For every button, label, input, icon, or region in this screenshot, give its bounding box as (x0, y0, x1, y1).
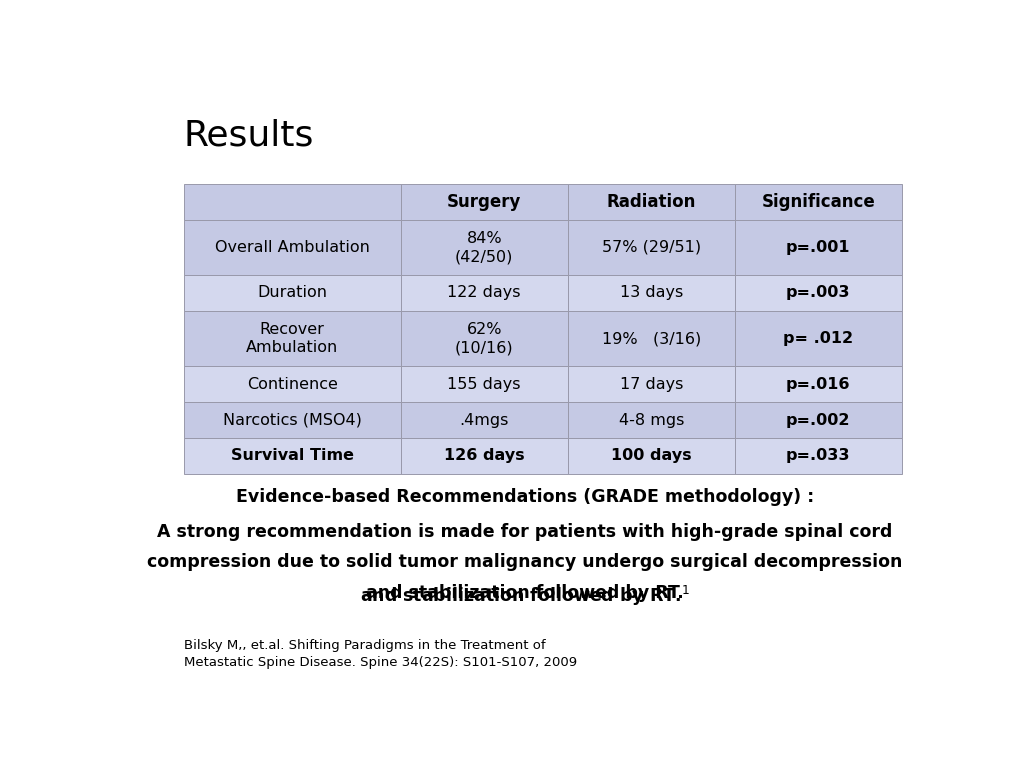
Bar (183, 220, 400, 275)
Bar (567, 438, 735, 474)
Text: 100 days: 100 days (611, 449, 691, 463)
Bar (735, 438, 902, 474)
Text: 122 days: 122 days (447, 286, 521, 300)
Text: Duration: Duration (257, 286, 327, 300)
Bar (400, 402, 567, 438)
Text: 155 days: 155 days (447, 377, 521, 392)
Text: 13 days: 13 days (620, 286, 683, 300)
Text: compression due to solid tumor malignancy undergo surgical decompression: compression due to solid tumor malignanc… (147, 554, 902, 571)
Bar (183, 275, 400, 311)
Bar (400, 275, 567, 311)
Text: p=.001: p=.001 (786, 240, 851, 255)
Text: Continence: Continence (247, 377, 338, 392)
Bar (567, 366, 735, 402)
Text: Surgery: Surgery (447, 193, 521, 210)
Bar (400, 366, 567, 402)
Bar (735, 275, 902, 311)
Text: Results: Results (183, 119, 314, 153)
Text: 62%
(10/16): 62% (10/16) (455, 322, 513, 356)
Text: 4-8 mgs: 4-8 mgs (618, 412, 684, 428)
Text: 19%   (3/16): 19% (3/16) (601, 331, 700, 346)
Text: p=.002: p=.002 (786, 412, 851, 428)
Text: Bilsky M,, et.al. Shifting Paradigms in the Treatment of
Metastatic Spine Diseas: Bilsky M,, et.al. Shifting Paradigms in … (183, 639, 577, 669)
Text: .4mgs: .4mgs (460, 412, 509, 428)
Bar (183, 184, 400, 220)
Text: p= .012: p= .012 (783, 331, 853, 346)
Text: 17 days: 17 days (620, 377, 683, 392)
Bar (183, 402, 400, 438)
Bar (735, 366, 902, 402)
Text: 84%
(42/50): 84% (42/50) (455, 230, 513, 264)
Text: and stabilization followed by RT.$^1$: and stabilization followed by RT.$^1$ (359, 584, 690, 608)
Bar (400, 184, 567, 220)
Bar (567, 220, 735, 275)
Text: A strong recommendation is made for patients with high-grade spinal cord: A strong recommendation is made for pati… (157, 523, 893, 541)
Text: Radiation: Radiation (606, 193, 696, 210)
Bar (400, 311, 567, 366)
Text: Narcotics (MSO4): Narcotics (MSO4) (222, 412, 361, 428)
Bar (400, 438, 567, 474)
Text: Evidence-based Recommendations (GRADE methodology) :: Evidence-based Recommendations (GRADE me… (236, 488, 814, 506)
Text: Significance: Significance (762, 193, 876, 210)
Bar (183, 311, 400, 366)
Text: 126 days: 126 days (443, 449, 524, 463)
Text: p=.003: p=.003 (786, 286, 851, 300)
Bar (735, 184, 902, 220)
Bar (567, 311, 735, 366)
Bar (735, 311, 902, 366)
Text: Recover
Ambulation: Recover Ambulation (246, 322, 338, 356)
Bar (567, 184, 735, 220)
Bar (183, 366, 400, 402)
Bar (183, 438, 400, 474)
Bar (735, 402, 902, 438)
Text: Survival Time: Survival Time (230, 449, 353, 463)
Bar (400, 220, 567, 275)
Text: p=.033: p=.033 (786, 449, 851, 463)
Bar (567, 402, 735, 438)
Bar (567, 275, 735, 311)
Text: Overall Ambulation: Overall Ambulation (215, 240, 370, 255)
Text: p=.016: p=.016 (786, 377, 851, 392)
Bar (735, 220, 902, 275)
Text: and stabilization followed by RT.: and stabilization followed by RT. (366, 584, 684, 602)
Text: 57% (29/51): 57% (29/51) (602, 240, 700, 255)
